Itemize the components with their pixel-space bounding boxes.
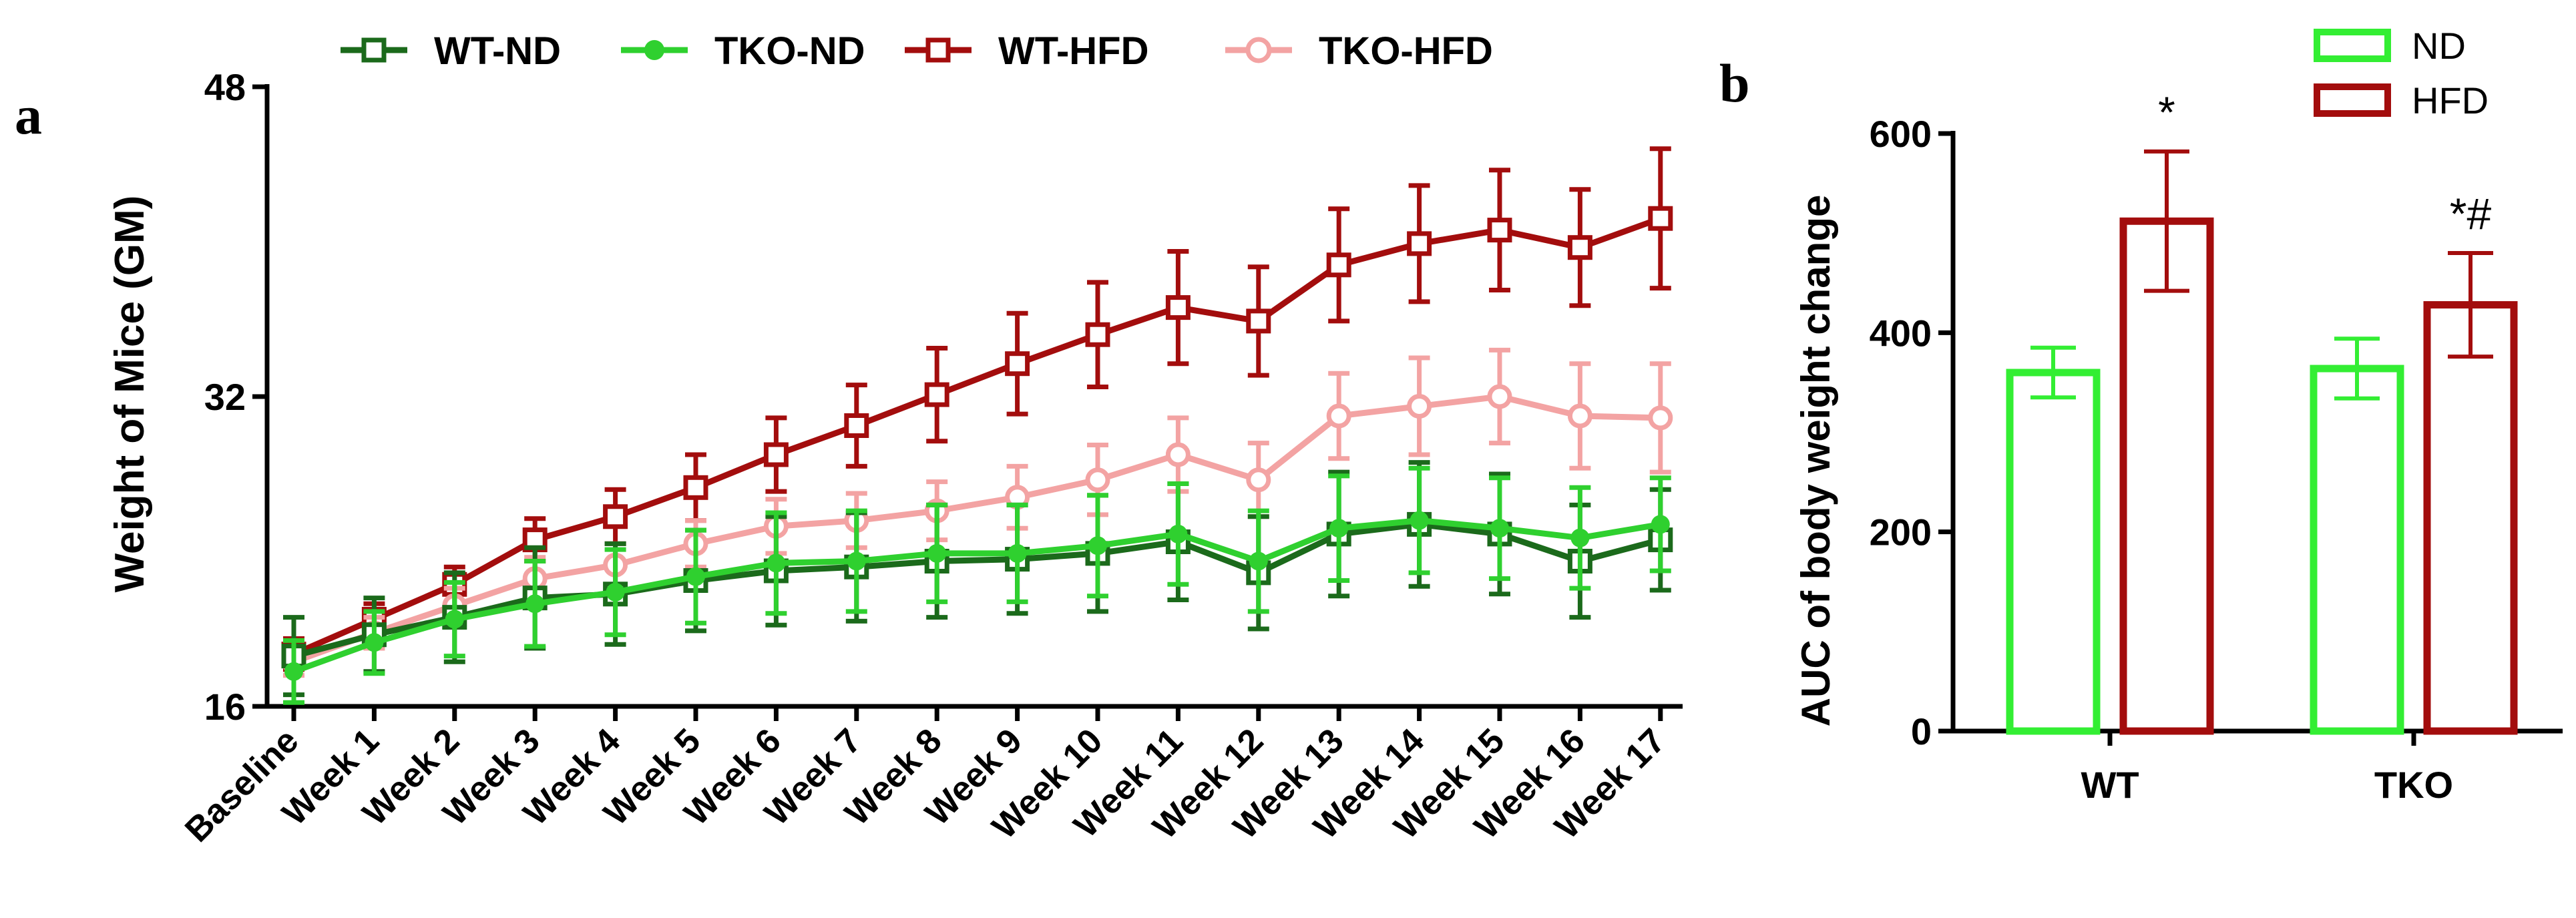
panel-a-series-wt-nd [281, 460, 1673, 698]
data-point [1407, 231, 1432, 256]
panel-a-y-axis-title: Weight of Mice (GM) [107, 196, 153, 593]
panel-label-b: b [1719, 53, 1750, 113]
legend-label: TKO-ND [714, 29, 865, 73]
panel-b-y-tick-label: 600 [1870, 113, 1932, 155]
panel-a-line-chart: Weight of Mice (GM) WT-ND TKO-ND WT-HFD TKO… [107, 29, 1683, 850]
panel-b-y-tick-label: 400 [1870, 312, 1932, 354]
data-point [1165, 442, 1191, 467]
data-point [1651, 515, 1670, 534]
data-point [1570, 528, 1590, 547]
data-point [1567, 235, 1592, 260]
series-line [292, 517, 1661, 675]
panel-label-a: a [15, 85, 42, 146]
legend-label: TKO-HFD [1319, 29, 1493, 73]
data-point [1487, 218, 1512, 243]
bar-hfd-tko [2423, 301, 2518, 735]
data-point [365, 633, 384, 652]
legend-label: ND [2412, 25, 2466, 67]
series-line [292, 393, 1661, 665]
legend-swatch [2314, 83, 2391, 117]
data-point [1088, 536, 1107, 555]
data-point [1165, 295, 1191, 320]
panel-b-legend: ND HFD [2314, 25, 2489, 122]
data-point [1487, 384, 1512, 409]
legend-marker [361, 37, 387, 63]
panel-b-x-tick-label: TKO [2374, 764, 2453, 806]
data-point [603, 504, 628, 529]
legend-label: WT-ND [434, 29, 561, 73]
panel-a-legend: WT-ND TKO-ND WT-HFD TKO-HFD [341, 29, 1493, 73]
data-point [1648, 405, 1673, 431]
data-point [924, 382, 949, 407]
legend-swatch [2314, 29, 2391, 62]
data-point [847, 551, 866, 571]
legend-label: HFD [2412, 79, 2489, 122]
data-point [1329, 519, 1349, 538]
series-line [292, 215, 1662, 657]
data-point [1085, 467, 1110, 493]
panel-b-x-tick-label: WT [2081, 764, 2139, 806]
data-point [1648, 206, 1673, 231]
panel-b-y-axis-title: AUC of body weight change [1793, 195, 1838, 727]
panel-b-bar-chart: AUC of body weight change ND HFD 0 200 400 6… [1793, 25, 2563, 806]
bar-nd-wt [2006, 369, 2101, 735]
data-point [686, 567, 705, 586]
panel-a-legend-item-wt-nd: WT-ND [341, 29, 561, 73]
data-point [1246, 308, 1271, 334]
data-point [1326, 252, 1351, 278]
data-point [606, 582, 625, 602]
data-point [683, 475, 708, 500]
series-line [292, 521, 1661, 659]
data-point [767, 553, 786, 573]
data-point [1246, 467, 1271, 493]
panel-a-x-tick-label: Baseline [178, 721, 306, 849]
data-point [1005, 351, 1030, 377]
data-point [1168, 524, 1188, 543]
panel-b-legend-item-hfd: HFD [2314, 79, 2489, 122]
data-point [927, 543, 947, 563]
panel-a-series-tko-nd [283, 465, 1671, 705]
panel-a-legend-item-tko-hfd: TKO-HFD [1225, 29, 1493, 73]
data-point [1567, 403, 1592, 429]
bar-hfd-wt [2119, 217, 2214, 735]
data-point [763, 442, 789, 467]
panel-b-y-tick-label: 0 [1911, 710, 1932, 752]
panel-b-legend-item-nd: ND [2314, 25, 2466, 67]
bar-nd-tko [2310, 365, 2404, 735]
data-point [844, 413, 869, 438]
data-point [525, 594, 545, 614]
panel-a-y-tick-label: 32 [204, 376, 246, 418]
legend-label: WT-HFD [998, 29, 1149, 73]
data-point [445, 610, 464, 629]
data-point [1490, 519, 1509, 538]
legend-marker [644, 40, 664, 60]
panel-a-y-tick-label: 16 [204, 686, 246, 728]
panel-a-legend-item-wt-hfd: WT-HFD [905, 29, 1149, 73]
panel-a-y-tick-label: 48 [204, 66, 246, 108]
data-point [1085, 322, 1110, 347]
panel-a-series [281, 146, 1673, 705]
data-point [284, 662, 303, 681]
significance-annotation: * [2158, 87, 2175, 137]
panel-b-y-tick-label: 200 [1870, 511, 1932, 553]
panel-a-series-tko-hfd [281, 347, 1673, 678]
panel-a-legend-item-tko-nd: TKO-ND [621, 29, 865, 73]
data-point [1249, 551, 1268, 571]
data-point [1326, 403, 1351, 429]
significance-annotation: *# [2450, 189, 2492, 238]
legend-marker [925, 37, 951, 63]
data-point [1008, 543, 1027, 563]
data-point [1410, 511, 1429, 530]
legend-marker [1245, 37, 1272, 63]
data-point [1407, 394, 1432, 419]
panel-b-bars: * *# [2006, 87, 2518, 735]
